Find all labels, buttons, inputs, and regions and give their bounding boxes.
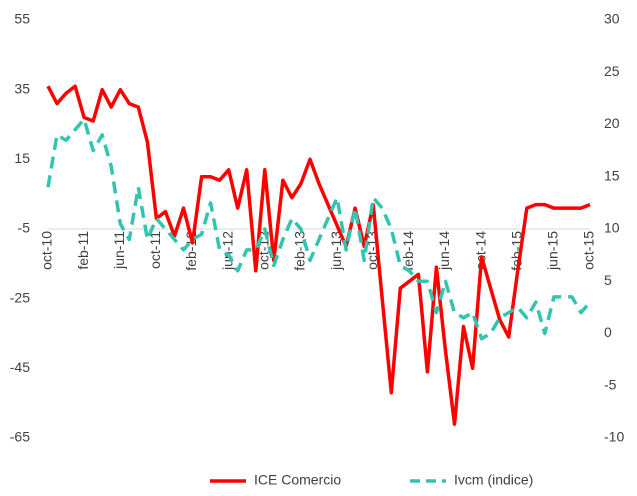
x-tick-label: feb-11 <box>75 231 91 270</box>
y2-tick-label: -5 <box>604 376 617 392</box>
x-tick-label: feb-13 <box>292 231 308 271</box>
x-tick-label: feb-14 <box>400 231 416 271</box>
y2-tick-label: 0 <box>604 324 612 340</box>
y2-tick-label: -10 <box>604 429 624 445</box>
x-tick-label: jun-11 <box>111 231 127 270</box>
x-tick-label: jun-14 <box>436 231 452 271</box>
y-tick-label: -45 <box>10 359 30 375</box>
y-tick-label: 55 <box>14 11 30 27</box>
y2-tick-label: 30 <box>604 11 620 27</box>
y-tick-label: -65 <box>10 429 30 445</box>
x-tick-label: jun-13 <box>328 231 344 271</box>
legend-label: ICE Comercio <box>254 472 341 488</box>
y-tick-label: 15 <box>14 150 30 166</box>
legend-label: Ivcm (indice) <box>454 472 533 488</box>
x-tick-label: jun-12 <box>219 231 235 271</box>
y2-tick-label: 5 <box>604 272 612 288</box>
x-tick-label: oct-11 <box>147 231 163 269</box>
series-line <box>46 84 591 426</box>
x-tick-label: oct-10 <box>39 231 55 270</box>
series-line <box>46 117 592 341</box>
y2-tick-label: 25 <box>604 63 620 79</box>
x-tick-label: oct-15 <box>581 231 597 270</box>
y2-tick-label: 10 <box>604 220 620 236</box>
y2-tick-label: 15 <box>604 167 620 183</box>
y-tick-label: -25 <box>10 289 30 305</box>
y-tick-label: -5 <box>18 220 31 236</box>
y2-tick-label: 20 <box>604 115 620 131</box>
x-tick-label: feb-12 <box>183 231 199 271</box>
x-tick-label: jun-15 <box>545 231 561 271</box>
y-tick-label: 35 <box>14 80 30 96</box>
